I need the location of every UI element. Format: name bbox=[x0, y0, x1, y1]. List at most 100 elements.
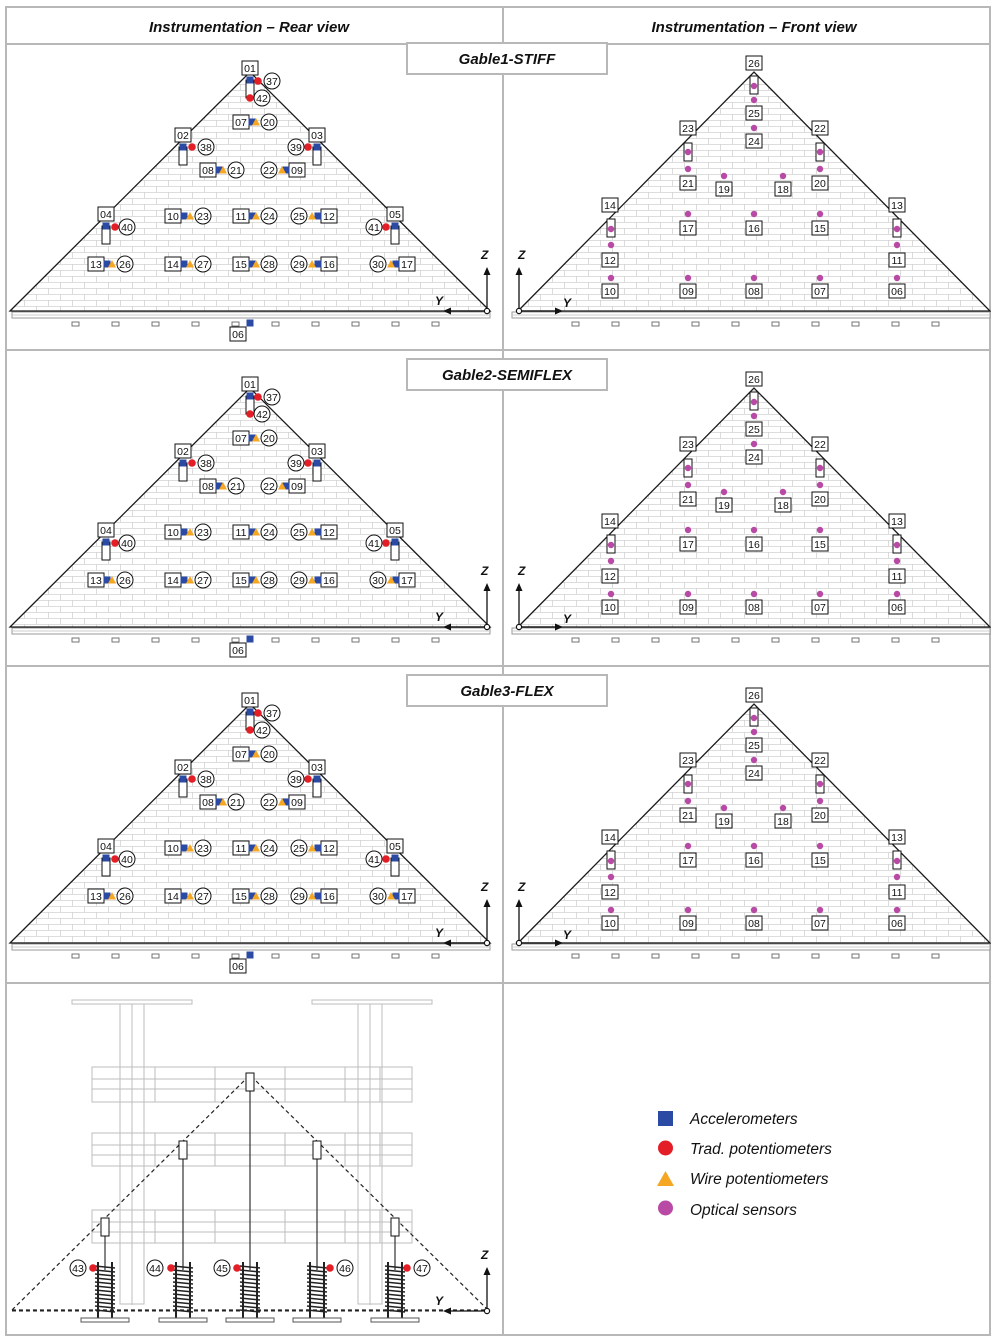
potentiometer-label: 44 bbox=[146, 1259, 164, 1277]
z-axis-label: Z bbox=[480, 248, 489, 262]
wire-pot-box-label-text: 11 bbox=[236, 211, 247, 223]
potentiometer-label: 38 bbox=[197, 454, 215, 472]
optical-sensor-marker bbox=[816, 165, 824, 173]
wire-pot-circle-label: 25 bbox=[290, 523, 308, 541]
optical-sensor-marker bbox=[750, 124, 758, 132]
wire-pot-box-label-text: 15 bbox=[235, 891, 247, 903]
wire-pot-box-label-text: 13 bbox=[90, 575, 102, 587]
wire-pot-box-label: 07 bbox=[232, 114, 250, 130]
gable-row-2: Gable2-SEMIFLEX Z Y 01 02 03 04 05 06 37 38 39 40 41 4… bbox=[8, 358, 991, 658]
wire-pot-box-label: 09 bbox=[288, 478, 306, 494]
optical-sensor-marker bbox=[684, 210, 692, 218]
accelerometer-label: 05 bbox=[386, 522, 404, 538]
accelerometer-label-text: 01 bbox=[244, 63, 256, 75]
wire-pot-box-label-text: 16 bbox=[323, 891, 335, 903]
potentiometer-label-text: 41 bbox=[368, 222, 380, 234]
optical-sensor-label: 07 bbox=[811, 599, 829, 615]
potentiometer-label-text: 43 bbox=[72, 1263, 84, 1275]
optical-sensor-label: 25 bbox=[745, 105, 763, 121]
wire-potentiometer-marker bbox=[252, 844, 260, 852]
wire-pot-box-label-text: 14 bbox=[167, 259, 179, 271]
trad-potentiometer-marker bbox=[111, 855, 119, 863]
optical-sensor-marker bbox=[816, 906, 824, 914]
accelerometer-marker bbox=[314, 844, 322, 852]
optical-sensor-label: 22 bbox=[811, 436, 829, 452]
accelerometer-marker bbox=[180, 260, 188, 268]
optical-sensor-label-text: 15 bbox=[814, 855, 826, 867]
trad-potentiometer-marker bbox=[382, 539, 390, 547]
accelerometer-label-text: 04 bbox=[100, 525, 112, 537]
wire-pot-circle-label-text: 20 bbox=[263, 749, 275, 761]
trad-potentiometer-marker bbox=[304, 143, 312, 151]
gable-title-tab: Gable3-FLEX bbox=[406, 674, 608, 707]
trad-potentiometer-marker bbox=[382, 855, 390, 863]
wire-pot-circle-label: 23 bbox=[194, 523, 212, 541]
optical-sensor-label: 22 bbox=[811, 120, 829, 136]
optical-sensor-marker bbox=[816, 464, 824, 472]
potentiometer-label-text: 42 bbox=[256, 409, 268, 421]
potentiometer-label: 47 bbox=[413, 1259, 431, 1277]
potentiometer-label: 37 bbox=[263, 72, 281, 90]
spring-actuator bbox=[80, 1262, 130, 1323]
wire-pot-box-label: 12 bbox=[320, 208, 338, 224]
optical-sensor-marker bbox=[750, 96, 758, 104]
optical-sensor-marker bbox=[750, 526, 758, 534]
gable-title-tab: Gable1-STIFF bbox=[406, 42, 608, 75]
legend-wire-potentiometers: Wire potentiometers bbox=[690, 1171, 829, 1188]
wire-pot-box-label-text: 09 bbox=[291, 481, 303, 493]
wire-potentiometer-marker bbox=[186, 528, 194, 536]
z-axis-label: Z bbox=[517, 564, 526, 578]
trad-potentiometer-marker bbox=[246, 94, 254, 102]
accelerometer-label: 02 bbox=[174, 443, 192, 459]
optical-sensor-label-text: 11 bbox=[892, 887, 903, 899]
wire-pot-circle-label-text: 20 bbox=[263, 117, 275, 129]
optical-sensor-label: 08 bbox=[745, 915, 763, 931]
optical-sensor-label: 23 bbox=[679, 752, 697, 768]
optical-sensor-label: 12 bbox=[601, 884, 619, 900]
optical-sensor-label: 18 bbox=[774, 813, 792, 829]
wire-pot-circle-label-text: 23 bbox=[197, 843, 209, 855]
optical-sensor-marker bbox=[816, 590, 824, 598]
optical-sensor-label-text: 12 bbox=[604, 255, 616, 267]
accelerometer-label: 05 bbox=[386, 206, 404, 222]
optical-sensor-label: 12 bbox=[601, 252, 619, 268]
wire-potentiometer-marker bbox=[219, 166, 227, 174]
potentiometer-label: 46 bbox=[336, 1259, 354, 1277]
accelerometer-label: 04 bbox=[97, 522, 115, 538]
wire-pot-circle-label-text: 22 bbox=[263, 165, 275, 177]
potentiometer-label: 42 bbox=[253, 721, 271, 739]
optical-sensor-label-text: 22 bbox=[814, 755, 826, 767]
wire-potentiometer-marker bbox=[252, 118, 260, 126]
wire-pot-circle-label: 24 bbox=[260, 523, 278, 541]
optical-sensor-label-text: 09 bbox=[682, 286, 694, 298]
wire-pot-circle-label: 23 bbox=[194, 839, 212, 857]
potentiometer-label-text: 38 bbox=[200, 774, 212, 786]
optical-sensor-label: 06 bbox=[888, 915, 906, 931]
trad-potentiometer-marker bbox=[254, 393, 262, 401]
wire-pot-box-label-text: 07 bbox=[235, 117, 247, 129]
gable-rows: Gable1-STIFF Z Y 01 02 03 04 05 06 37 38 39 40 41 42 07… bbox=[8, 42, 991, 974]
wire-pot-circle-label: 20 bbox=[260, 429, 278, 447]
optical-sensor-marker bbox=[816, 842, 824, 850]
optical-sensor-marker bbox=[720, 172, 728, 180]
optical-sensor-label: 16 bbox=[745, 852, 763, 868]
optical-sensor-label-text: 12 bbox=[604, 887, 616, 899]
optical-sensor-label-text: 07 bbox=[814, 286, 826, 298]
optical-sensor-label: 10 bbox=[601, 599, 619, 615]
wire-potentiometer-marker bbox=[252, 528, 260, 536]
wire-pot-box-label: 12 bbox=[320, 840, 338, 856]
optical-sensor-marker bbox=[684, 780, 692, 788]
wire-pot-box-label: 12 bbox=[320, 524, 338, 540]
trad-potentiometer-marker bbox=[188, 459, 196, 467]
accelerometer-label: 04 bbox=[97, 838, 115, 854]
trad-potentiometer-marker bbox=[326, 1264, 334, 1272]
potentiometer-label-text: 39 bbox=[290, 142, 302, 154]
accelerometer-marker bbox=[282, 166, 290, 174]
potentiometer-label: 41 bbox=[365, 534, 383, 552]
y-axis-label: Y bbox=[435, 926, 444, 940]
spring-actuator bbox=[292, 1262, 342, 1323]
accelerometer-marker bbox=[179, 459, 187, 467]
wire-potentiometer-marker bbox=[219, 798, 227, 806]
wire-pot-circle-label: 26 bbox=[116, 887, 134, 905]
accelerometer-marker bbox=[102, 222, 110, 230]
